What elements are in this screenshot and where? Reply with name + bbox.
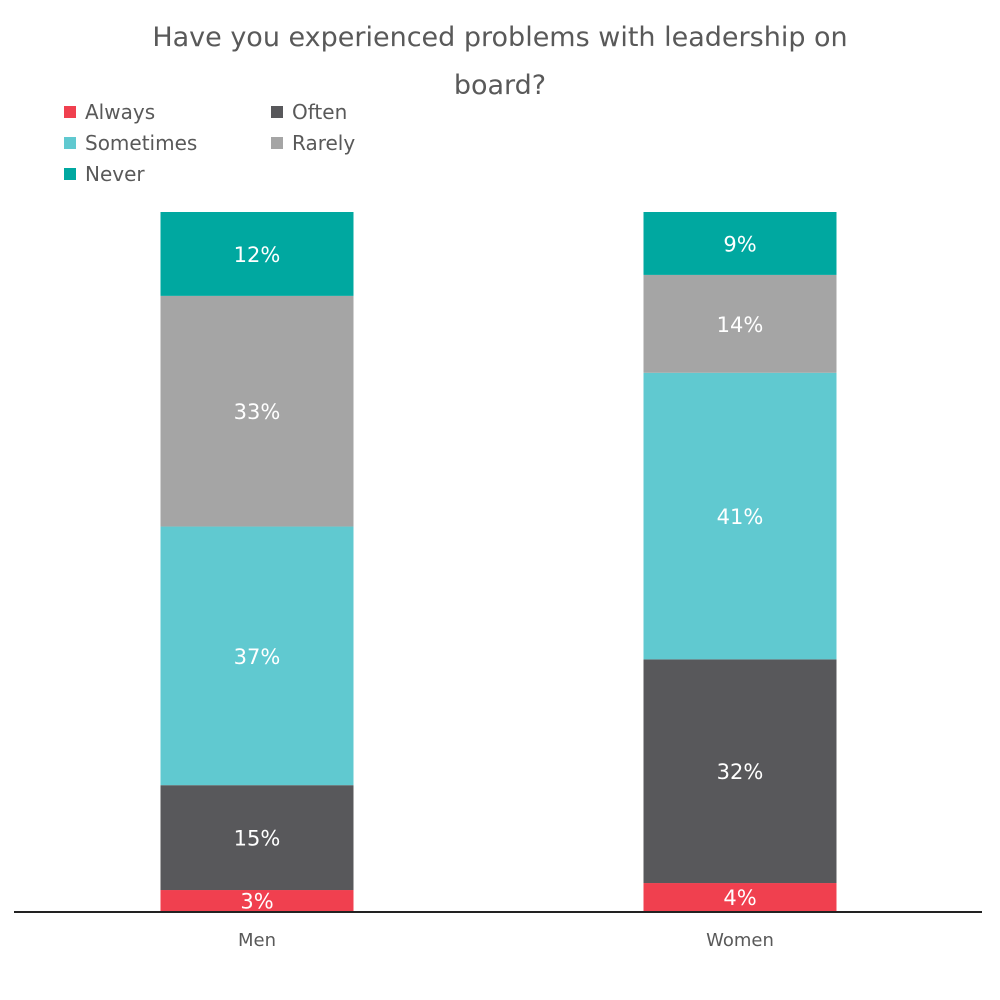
legend-label-never: Never [85,161,145,186]
legend-swatch-rarely [271,136,283,149]
data-label-women-always: 4% [723,886,756,910]
legend-label-rarely: Rarely [292,130,356,155]
legend-item-rarely: Rarely [271,127,461,158]
bar-segment-women-rarely [643,274,837,373]
legend-swatch-never [64,167,76,180]
bar-segment-men-often [160,785,354,891]
data-label-men-rarely: 33% [234,400,281,424]
bar-segment-men-rarely [160,295,354,527]
bar-segment-women-always [643,883,837,911]
chart-title: Have you experienced problems with leade… [0,14,1000,110]
chart-legend: Always Often Sometimes Rarely Never [64,96,464,189]
bar-segment-men-sometimes [160,526,354,786]
data-label-men-often: 15% [234,827,281,851]
legend-item-sometimes: Sometimes [64,127,271,158]
data-label-men-always: 3% [240,890,273,914]
x-tick-label-men: Men [238,930,276,951]
bar-segment-women-sometimes [643,372,837,660]
bar-segment-women-often [643,659,837,884]
legend-swatch-often [271,105,283,118]
chart-title-line-2: board? [453,70,547,101]
legend-swatch-sometimes [64,136,76,149]
data-label-women-often: 32% [717,760,764,784]
bar-segment-women-never [643,212,837,275]
legend-item-never: Never [64,158,271,189]
legend-label-often: Often [292,99,348,124]
bar-segment-men-always [160,890,354,911]
data-label-men-sometimes: 37% [234,645,281,669]
data-label-women-sometimes: 41% [717,505,764,529]
legend-label-sometimes: Sometimes [85,130,198,155]
bar-segment-men-never [160,212,354,296]
legend-item-always: Always [64,96,271,127]
x-tick-label-women: Women [706,930,774,951]
data-label-women-never: 9% [723,232,756,256]
legend-swatch-always [64,105,76,118]
legend-label-always: Always [85,99,156,124]
data-label-men-never: 12% [234,243,281,267]
chart-title-line-1: Have you experienced problems with leade… [152,22,848,53]
legend-item-often: Often [271,96,461,127]
bar-stack-women: 4% 32% 41% 14% 9% [643,212,837,911]
data-label-women-rarely: 14% [717,313,764,337]
bar-stack-men: 3% 15% 37% 33% 12% [160,212,354,914]
